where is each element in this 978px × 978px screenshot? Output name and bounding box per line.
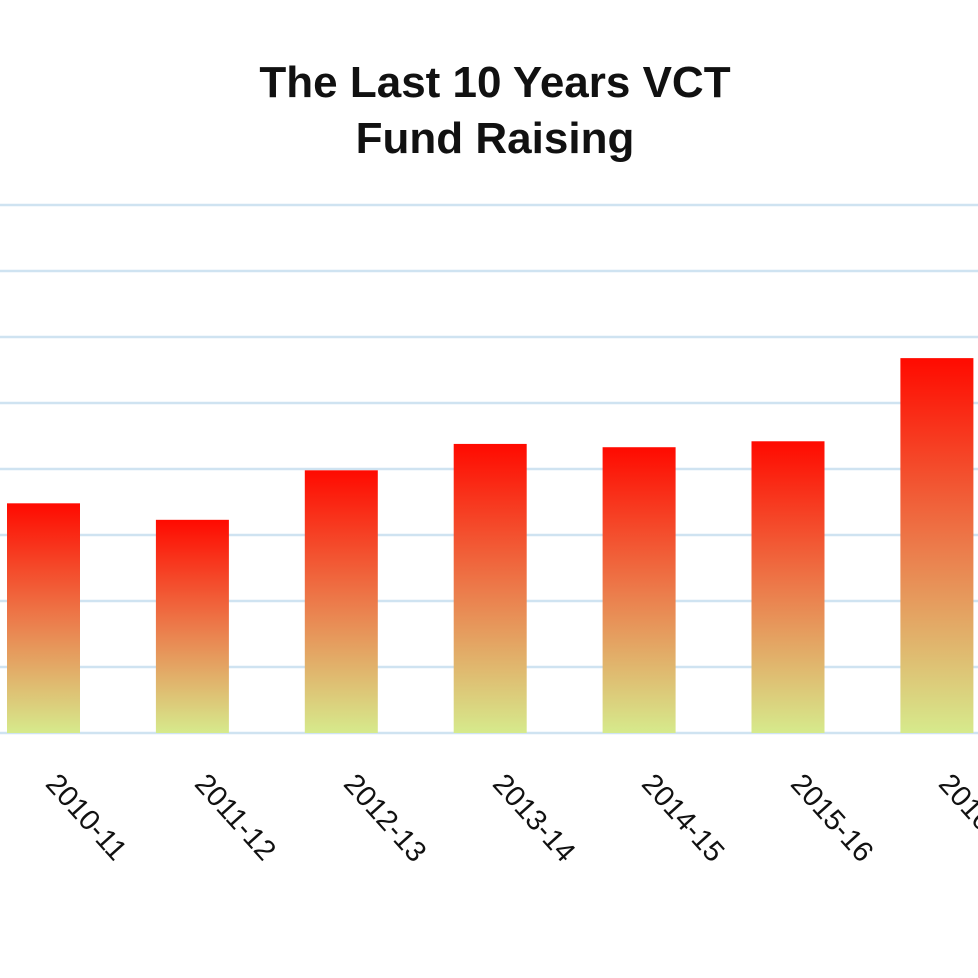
bar-2011-12 bbox=[155, 519, 229, 733]
bar-2010-11 bbox=[7, 503, 80, 733]
chart-title: The Last 10 Years VCT Fund Raising bbox=[0, 55, 978, 167]
chart-title-line-1: The Last 10 Years VCT bbox=[259, 58, 731, 107]
bar-2016-17 bbox=[900, 358, 974, 733]
bar-2015-16 bbox=[751, 441, 825, 733]
bar-2014-15 bbox=[602, 447, 676, 733]
bar-2013-14 bbox=[453, 443, 527, 733]
chart-title-line-2: Fund Raising bbox=[355, 114, 635, 163]
bar-2012-13 bbox=[304, 470, 378, 733]
